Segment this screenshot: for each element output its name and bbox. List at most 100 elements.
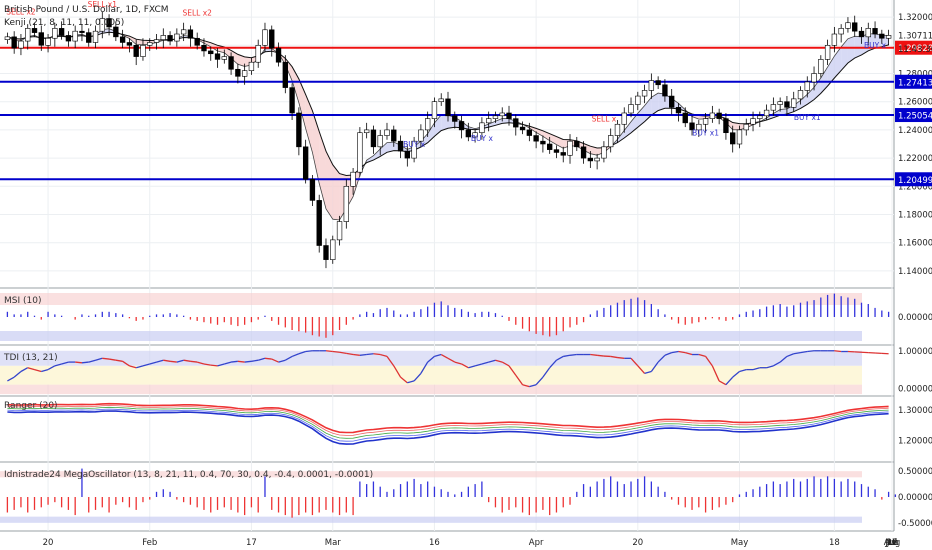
candle-body[interactable] xyxy=(730,132,736,145)
candle-body[interactable] xyxy=(791,98,797,108)
candle-body[interactable] xyxy=(323,245,329,260)
candle-body[interactable] xyxy=(675,107,682,114)
tdi-pane[interactable] xyxy=(7,350,889,388)
candle-body[interactable] xyxy=(431,101,438,119)
candle-body[interactable] xyxy=(147,42,153,46)
candle-body[interactable] xyxy=(716,112,722,119)
candle-body[interactable] xyxy=(336,221,343,241)
candle-body[interactable] xyxy=(784,101,790,108)
candle-body[interactable] xyxy=(608,135,614,148)
candle-body[interactable] xyxy=(757,115,763,119)
candle-body[interactable] xyxy=(255,44,261,63)
candle-body[interactable] xyxy=(709,112,716,119)
candle-body[interactable] xyxy=(479,122,485,134)
candle-body[interactable] xyxy=(770,104,777,111)
candle-body[interactable] xyxy=(574,140,580,148)
candle-body[interactable] xyxy=(519,126,526,131)
candle-body[interactable] xyxy=(72,30,78,42)
candle-body[interactable] xyxy=(187,29,194,39)
candle-body[interactable] xyxy=(201,44,207,52)
candle-body[interactable] xyxy=(92,30,99,43)
candle-body[interactable] xyxy=(852,22,858,32)
candle-body[interactable] xyxy=(316,200,322,246)
candle-body[interactable] xyxy=(567,140,573,156)
candle-body[interactable] xyxy=(641,90,648,97)
candle-body[interactable] xyxy=(723,118,729,134)
candle-body[interactable] xyxy=(45,37,51,46)
candle-body[interactable] xyxy=(99,18,105,32)
candle-body[interactable] xyxy=(404,150,411,159)
candle-body[interactable] xyxy=(391,129,397,142)
candle-body[interactable] xyxy=(743,123,749,131)
candle-body[interactable] xyxy=(472,132,478,138)
candle-body[interactable] xyxy=(153,39,160,43)
candle-body[interactable] xyxy=(262,29,268,46)
candle-body[interactable] xyxy=(296,112,302,148)
candle-body[interactable] xyxy=(499,112,505,117)
candle-body[interactable] xyxy=(363,129,370,134)
candle-body[interactable] xyxy=(174,33,180,42)
candle-body[interactable] xyxy=(330,239,336,260)
candle-body[interactable] xyxy=(648,80,655,91)
candle-body[interactable] xyxy=(411,140,417,159)
candle-body[interactable] xyxy=(492,115,499,119)
candle-body[interactable] xyxy=(540,140,546,145)
candle-body[interactable] xyxy=(689,122,695,131)
candle-body[interactable] xyxy=(452,115,458,122)
candle-body[interactable] xyxy=(465,129,472,138)
candle-body[interactable] xyxy=(119,36,126,43)
candle-body[interactable] xyxy=(885,35,892,39)
candle-body[interactable] xyxy=(445,98,451,117)
candle-body[interactable] xyxy=(302,146,309,180)
candle-body[interactable] xyxy=(580,146,587,159)
msi-pane[interactable] xyxy=(6,293,890,338)
candle-body[interactable] xyxy=(818,59,824,74)
price-pane[interactable]: SELL x2 SELL x1 SELL x2 BUY x BUY x SELL x BUY… xyxy=(0,0,894,269)
candle-body[interactable] xyxy=(506,112,512,119)
candle-body[interactable] xyxy=(485,118,492,124)
candle-body[interactable] xyxy=(811,73,817,83)
candle-body[interactable] xyxy=(269,29,275,49)
candle-body[interactable] xyxy=(397,140,404,152)
candle-body[interactable] xyxy=(872,28,878,35)
candle-body[interactable] xyxy=(38,32,44,46)
candle-body[interactable] xyxy=(547,143,553,150)
candle-body[interactable] xyxy=(167,35,173,42)
candle-body[interactable] xyxy=(4,36,11,40)
candle-body[interactable] xyxy=(31,28,38,33)
candle-body[interactable] xyxy=(79,30,85,33)
candle-body[interactable] xyxy=(702,118,709,125)
candle-body[interactable] xyxy=(275,47,282,63)
candle-body[interactable] xyxy=(377,135,383,148)
candle-body[interactable] xyxy=(635,95,641,105)
candle-body[interactable] xyxy=(824,44,831,60)
candle-body[interactable] xyxy=(248,61,255,71)
candle-body[interactable] xyxy=(289,87,295,114)
candle-body[interactable] xyxy=(282,61,288,88)
candle-body[interactable] xyxy=(126,42,133,46)
candle-body[interactable] xyxy=(194,37,200,46)
candle-body[interactable] xyxy=(65,35,72,42)
megaoscillator-pane[interactable] xyxy=(6,468,897,518)
candle-body[interactable] xyxy=(777,101,783,105)
candle-body[interactable] xyxy=(18,40,24,49)
candle-body[interactable] xyxy=(750,118,756,125)
candle-body[interactable] xyxy=(140,44,146,57)
candle-body[interactable] xyxy=(587,157,594,162)
candle-body[interactable] xyxy=(594,157,600,162)
candle-body[interactable] xyxy=(235,68,241,77)
candle-body[interactable] xyxy=(560,152,566,156)
candle-body[interactable] xyxy=(526,129,533,136)
candle-body[interactable] xyxy=(52,28,58,39)
candle-body[interactable] xyxy=(106,18,112,28)
candle-body[interactable] xyxy=(438,98,444,102)
candle-body[interactable] xyxy=(418,129,424,142)
candle-body[interactable] xyxy=(831,33,838,46)
candle-body[interactable] xyxy=(241,70,248,77)
candle-body[interactable] xyxy=(113,26,119,38)
candle-body[interactable] xyxy=(696,123,702,131)
candle-body[interactable] xyxy=(865,28,871,38)
candle-body[interactable] xyxy=(160,35,166,40)
